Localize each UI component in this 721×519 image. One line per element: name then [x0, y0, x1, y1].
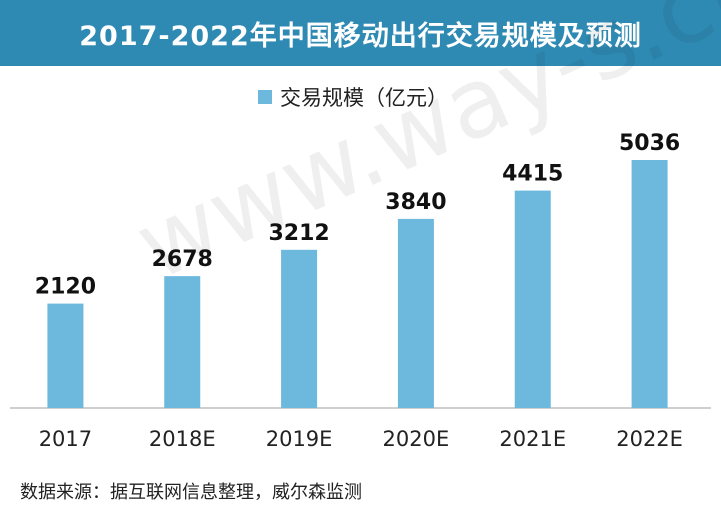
legend: 交易规模（亿元） — [258, 82, 448, 112]
x-tick-label-2021E: 2021E — [499, 427, 566, 451]
legend-label: 交易规模（亿元） — [280, 86, 448, 110]
bar-2017 — [47, 303, 84, 408]
data-label-2022E: 5036 — [619, 131, 680, 156]
bar-2022E — [631, 160, 668, 408]
legend-swatch — [258, 90, 272, 104]
data-label-2021E: 4415 — [502, 162, 563, 187]
x-tick-label-2020E: 2020E — [383, 427, 450, 451]
data-label-2018E: 2678 — [152, 247, 213, 272]
bar-2018E — [164, 276, 201, 408]
x-tick-label-2018E: 2018E — [149, 427, 216, 451]
title-bar: 2017-2022年中国移动出行交易规模及预测 — [0, 0, 721, 66]
x-tick-label-2022E: 2022E — [616, 427, 683, 451]
x-tick-label-2019E: 2019E — [266, 427, 333, 451]
bar-2019E — [281, 249, 318, 408]
bar-2020E — [397, 218, 434, 408]
data-label-2017: 2120 — [35, 275, 96, 300]
x-tick-label-2017: 2017 — [39, 427, 92, 451]
bar-2021E — [514, 190, 551, 408]
data-label-2019E: 3212 — [268, 221, 329, 246]
source-note: 数据来源：据互联网信息整理，威尔森监测 — [20, 482, 362, 503]
chart-title: 2017-2022年中国移动出行交易规模及预测 — [79, 20, 642, 52]
data-label-2020E: 3840 — [385, 190, 446, 215]
